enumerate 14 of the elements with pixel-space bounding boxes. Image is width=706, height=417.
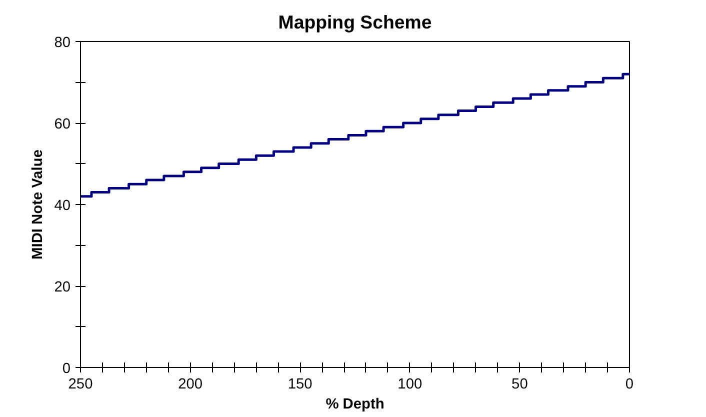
x-tick-label: 250 (68, 376, 93, 392)
y-tick-label: 80 (54, 35, 71, 51)
chart-title: Mapping Scheme (278, 12, 432, 32)
y-axis-title: MIDI Note Value (30, 150, 46, 260)
x-tick-label: 200 (178, 376, 203, 392)
y-tick-label: 40 (54, 198, 71, 214)
x-tick-label: 150 (288, 376, 312, 392)
y-tick-label: 20 (54, 280, 71, 296)
x-tick-label: 0 (625, 376, 634, 392)
y-tick-label: 60 (54, 116, 71, 132)
x-axis-title: % Depth (326, 396, 384, 412)
y-tick-label: 0 (62, 361, 71, 377)
x-tick-label: 100 (398, 376, 422, 392)
x-tick-label: 50 (512, 376, 528, 392)
